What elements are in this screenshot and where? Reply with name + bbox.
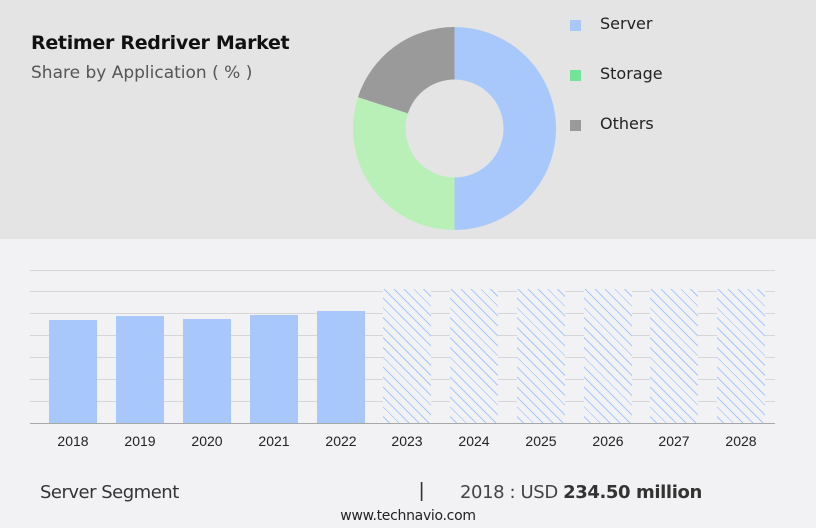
segment-label: Server Segment	[40, 482, 179, 503]
donut-slice-server	[454, 27, 556, 230]
x-tick-label: 2027	[658, 433, 690, 449]
bar-2019	[116, 316, 164, 423]
source-url: www.technavio.com	[340, 508, 476, 524]
segment-value-amount: 234.50 million	[563, 482, 702, 503]
legend-label: Storage	[600, 64, 663, 83]
x-tick-label: 2024	[458, 433, 490, 449]
bar-2023-forecast	[383, 289, 431, 423]
x-tick-label: 2028	[725, 433, 757, 449]
bar-chart: 2018 2019 2020 2021 2022 2023 2024 2025 …	[0, 239, 816, 469]
x-tick-label: 2020	[191, 433, 223, 449]
bar-2024-forecast	[450, 289, 498, 423]
bar-2018	[49, 320, 97, 423]
chart-title: Retimer Redriver Market	[31, 32, 290, 54]
donut-chart	[353, 27, 556, 230]
donut-slice-others	[357, 27, 455, 114]
chart-subtitle: Share by Application ( % )	[31, 63, 253, 83]
x-tick-label: 2023	[391, 433, 423, 449]
legend-label: Others	[600, 114, 654, 133]
x-tick-label: 2025	[525, 433, 557, 449]
segment-value: 2018 : USD 234.50 million	[460, 482, 702, 503]
x-tick-label: 2021	[258, 433, 290, 449]
legend-swatch-icon	[570, 120, 581, 131]
bar-2025-forecast	[517, 289, 565, 423]
x-axis	[30, 423, 775, 424]
x-tick-label: 2019	[124, 433, 156, 449]
x-tick-label: 2026	[592, 433, 624, 449]
donut-slice-storage	[353, 97, 455, 230]
gridline	[30, 270, 775, 271]
x-tick-label: 2018	[57, 433, 89, 449]
header-panel: Retimer Redriver Market Share by Applica…	[0, 0, 816, 239]
bar-2026-forecast	[584, 289, 632, 423]
bar-2021	[250, 315, 298, 423]
legend-swatch-icon	[570, 70, 581, 81]
segment-year-label: 2018 : USD	[460, 482, 558, 503]
legend-label: Server	[600, 14, 653, 33]
x-tick-label: 2022	[325, 433, 357, 449]
bar-2020	[183, 319, 231, 423]
bar-2022	[317, 311, 365, 423]
footer-separator: |	[419, 480, 425, 502]
bar-2027-forecast	[650, 289, 698, 423]
bar-2028-forecast	[717, 289, 765, 423]
legend-swatch-icon	[570, 20, 581, 31]
